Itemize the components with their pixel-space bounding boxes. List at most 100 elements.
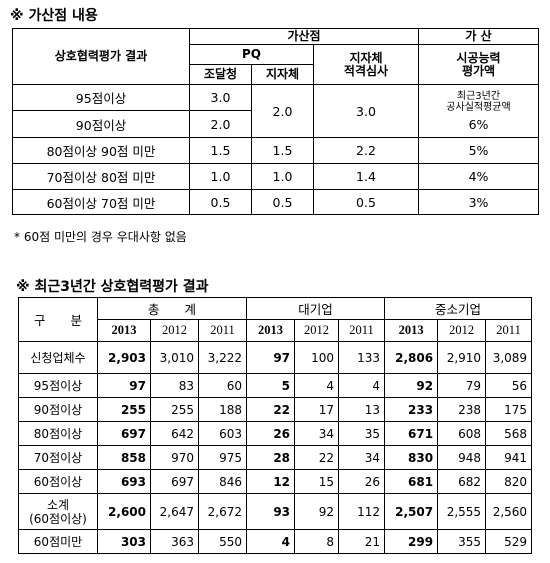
- value-cell: 35: [338, 421, 386, 446]
- value-cell: 2,560: [485, 493, 533, 530]
- value-cell: 238: [437, 397, 487, 422]
- evaluation-results-table: 구 분 총 계 대기업 중소기업 2013 2012 2011 2013 201…: [18, 297, 533, 554]
- local-gov-value: 1.5: [251, 137, 314, 164]
- year-header: 2012: [150, 319, 199, 342]
- value-cell: 970: [150, 445, 199, 470]
- value-cell: 948: [437, 445, 487, 470]
- review-value: 2.2: [313, 137, 419, 164]
- value-cell: 846: [197, 469, 248, 494]
- row-label: 90점이상: [18, 397, 98, 422]
- value-cell: 671: [384, 421, 439, 446]
- bonus-note-line1: 최근3년간: [456, 90, 501, 102]
- row-label: 80점이상: [18, 421, 98, 446]
- local-gov-header: 지자체: [251, 64, 314, 85]
- footnote: * 60점 미만의 경우 우대사항 없음: [14, 230, 187, 244]
- row-label: 60점이상 70점 미만: [12, 189, 190, 215]
- bonus-value: 3%: [418, 189, 539, 215]
- value-cell: 941: [485, 445, 533, 470]
- value-cell: 2,600: [97, 493, 151, 530]
- category-header: 구 분: [18, 297, 98, 342]
- value-cell: 93: [246, 493, 296, 530]
- value-cell: 175: [485, 397, 533, 422]
- section1-heading: ※ 가산점 내용: [10, 8, 98, 24]
- value-cell: 28: [246, 445, 296, 470]
- value-cell: 355: [437, 529, 487, 554]
- bonus-value: 4%: [418, 163, 539, 190]
- bonus-group-header: 가산점: [189, 28, 419, 45]
- row-label: 60점미만: [18, 529, 98, 554]
- value-cell: 603: [197, 421, 248, 446]
- row-label-line1: 소계: [46, 497, 70, 512]
- value-cell: 56: [485, 373, 533, 398]
- value-cell: 21: [338, 529, 386, 554]
- row-label: 70점이상 80점 미만: [12, 163, 190, 190]
- value-cell: 2,672: [197, 493, 248, 530]
- procurement-value: 1.0: [189, 163, 252, 190]
- value-cell: 299: [384, 529, 439, 554]
- pq-header: PQ: [189, 44, 314, 65]
- value-cell: 12: [246, 469, 296, 494]
- value-cell: 3,010: [150, 341, 199, 374]
- table-row: 신청업체수 2,903 3,010 3,222 97 100 133 2,806 2,910 3,…: [18, 341, 533, 374]
- review-value: 1.4: [313, 163, 419, 190]
- value-cell: 550: [197, 529, 248, 554]
- value-cell: 133: [338, 341, 386, 374]
- value-cell: 697: [150, 469, 199, 494]
- value-cell: 233: [384, 397, 439, 422]
- table-row: 90점이상 255 255 188 22 17 13 233 238 175: [18, 397, 533, 422]
- value-cell: 5: [246, 373, 296, 398]
- value-cell: 2,910: [437, 341, 487, 374]
- year-header: 2011: [197, 319, 248, 342]
- bonus-points-table: 상호협력평가 결과 가산점 가 산 PQ 지자체 적격심사 시공능력 평가액 조…: [12, 28, 539, 215]
- value-cell: 4: [294, 373, 340, 398]
- row-label: 소계 (60점이상): [18, 493, 98, 530]
- row-label: 95점이상: [12, 84, 190, 111]
- bonus-merged-percent: 6%: [468, 116, 489, 132]
- value-cell: 3,089: [485, 341, 533, 374]
- total-header: 총 계: [96, 297, 248, 320]
- year-header: 2013: [384, 319, 439, 342]
- local-review-header-line2: 적격심사: [343, 63, 389, 78]
- value-cell: 682: [437, 469, 487, 494]
- row-label: 90점이상: [12, 110, 190, 138]
- value-cell: 693: [97, 469, 151, 494]
- value-cell: 4: [246, 529, 296, 554]
- local-gov-merged-value: 2.0: [251, 84, 314, 138]
- table-row: 60점미만 303 363 550 4 8 21 299 355 529: [18, 529, 533, 554]
- row-label: 60점이상: [18, 469, 98, 494]
- value-cell: 15: [294, 469, 340, 494]
- value-cell: 22: [246, 397, 296, 422]
- value-cell: 97: [246, 341, 296, 374]
- value-cell: 2,555: [437, 493, 487, 530]
- value-cell: 642: [150, 421, 199, 446]
- value-cell: 34: [338, 445, 386, 470]
- value-cell: 188: [197, 397, 248, 422]
- value-cell: 363: [150, 529, 199, 554]
- value-cell: 830: [384, 445, 439, 470]
- value-cell: 17: [294, 397, 340, 422]
- local-gov-value: 0.5: [251, 189, 314, 215]
- value-cell: 529: [485, 529, 533, 554]
- bonus-value: 5%: [418, 137, 539, 164]
- row-label: 신청업체수: [18, 341, 98, 374]
- large-enterprise-header: 대기업: [246, 297, 386, 320]
- value-cell: 3,222: [197, 341, 248, 374]
- local-review-header-line1: 지자체: [349, 50, 383, 65]
- review-merged-value: 3.0: [313, 84, 419, 138]
- construction-header-line2: 평가액: [461, 63, 496, 78]
- value-cell: 92: [384, 373, 439, 398]
- bonus-merged-value: 최근3년간 공사실적평균액 6%: [418, 84, 539, 138]
- value-cell: 79: [437, 373, 487, 398]
- table-row: 소계 (60점이상) 2,600 2,647 2,672 93 92 112 2,507 2,55…: [18, 493, 533, 530]
- value-cell: 97: [97, 373, 151, 398]
- value-cell: 2,806: [384, 341, 439, 374]
- value-cell: 858: [97, 445, 151, 470]
- value-cell: 2,507: [384, 493, 439, 530]
- table-row: 80점이상 697 642 603 26 34 35 671 608 568: [18, 421, 533, 446]
- value-cell: 255: [150, 397, 199, 422]
- value-cell: 34: [294, 421, 340, 446]
- value-cell: 568: [485, 421, 533, 446]
- sme-header: 중소기업: [384, 297, 533, 320]
- year-header: 2013: [246, 319, 296, 342]
- value-cell: 100: [294, 341, 340, 374]
